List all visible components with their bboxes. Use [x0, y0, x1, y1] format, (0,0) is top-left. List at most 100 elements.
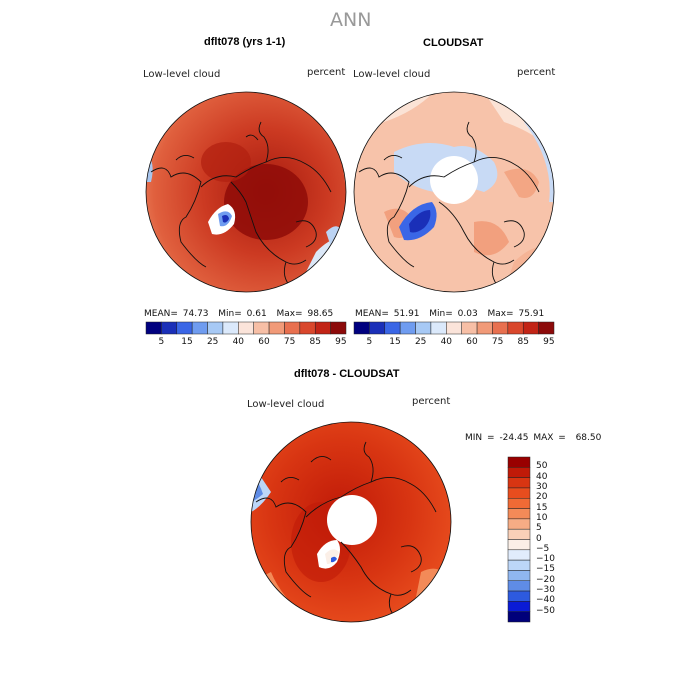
colorbar-swatch — [238, 321, 254, 335]
colorbar-tick-label: 85 — [517, 337, 529, 347]
colorbar-tick-label: −30 — [536, 585, 555, 596]
colorbar-swatch — [507, 611, 531, 623]
colorbar-tick-label: 30 — [536, 481, 548, 492]
colorbar-tick-label: 15 — [536, 502, 548, 513]
colorbar-tick-label: 85 — [309, 337, 321, 347]
panel3-minmax: MIN = -24.45 MAX = 68.50 — [465, 433, 601, 443]
colorbar-swatch — [145, 321, 162, 335]
colorbar-swatch — [522, 321, 539, 335]
colorbar-swatch — [492, 321, 509, 335]
panel1-max-value: 98.65 — [307, 309, 334, 319]
colorbar-swatch — [507, 528, 531, 540]
colorbar-swatch — [507, 518, 531, 530]
colorbar-swatch — [176, 321, 193, 335]
colorbar-swatch — [369, 321, 386, 335]
panel1-max-label: Max= — [276, 309, 303, 319]
panel2-max-label: Max= — [487, 309, 514, 319]
colorbar-swatch — [299, 321, 316, 335]
colorbar-tick-label: 15 — [389, 337, 401, 347]
colorbar-tick-label: 60 — [466, 337, 478, 347]
panel2-mean-label: MEAN= — [355, 309, 389, 319]
colorbar-swatch — [476, 321, 493, 335]
panel3-colorbar-ticks: 50 40 30 20 15 10 5 0 −5 −10 −15 −20 −30 −40 −50 — [536, 457, 576, 622]
colorbar-swatch — [507, 601, 531, 612]
colorbar-tick-label: 15 — [181, 337, 193, 347]
colorbar-swatch — [507, 539, 531, 551]
panel2-stats: MEAN= 51.91 Min= 0.03 Max= 75.91 — [355, 309, 544, 319]
colorbar-tick-label: 10 — [536, 512, 548, 523]
panel1-map — [145, 91, 347, 293]
panel3-min-value: -24.45 — [499, 433, 529, 443]
colorbar-swatch — [222, 321, 239, 335]
panel2-variable-label: Low-level cloud — [353, 69, 431, 80]
colorbar-swatch — [268, 321, 285, 335]
colorbar-swatch — [430, 321, 447, 335]
panel2-mean-value: 51.91 — [393, 309, 420, 319]
panel1-variable-label: Low-level cloud — [143, 69, 221, 80]
panel1-stats: MEAN= 74.73 Min= 0.61 Max= 98.65 — [144, 309, 333, 319]
colorbar-tick-label: 5 — [158, 337, 165, 347]
panel3-colorbar — [507, 456, 531, 623]
colorbar-tick-label: 40 — [536, 471, 548, 482]
colorbar-swatch — [284, 321, 301, 335]
panel2-map — [353, 91, 555, 293]
colorbar-swatch — [507, 508, 531, 520]
colorbar-swatch — [161, 321, 178, 335]
panel3-title: dflt078 - CLOUDSAT — [294, 368, 400, 380]
colorbar-tick-label: 20 — [536, 492, 548, 503]
panel1-colorbar — [145, 321, 347, 335]
colorbar-swatch — [330, 321, 347, 335]
colorbar-tick-label: −10 — [536, 554, 555, 565]
panel1-title: dflt078 (yrs 1-1) — [204, 36, 286, 48]
colorbar-swatch — [399, 321, 416, 335]
colorbar-swatch — [507, 498, 531, 509]
colorbar-tick-label: 25 — [414, 337, 427, 347]
panel2-units-label: percent — [517, 67, 556, 78]
colorbar-tick-label: 75 — [283, 337, 296, 347]
colorbar-swatch — [507, 477, 531, 489]
panel2-colorbar — [353, 321, 555, 335]
colorbar-tick-label: 60 — [258, 337, 270, 347]
colorbar-swatch — [507, 559, 531, 571]
panel3-max-value: 68.50 — [575, 433, 602, 443]
colorbar-tick-label: 5 — [536, 523, 542, 534]
colorbar-swatch — [507, 570, 531, 581]
colorbar-tick-label: 75 — [491, 337, 504, 347]
season-title: ANN — [330, 9, 372, 31]
panel2-title: CLOUDSAT — [423, 37, 484, 49]
colorbar-tick-label: 95 — [543, 337, 555, 347]
colorbar-tick-label: −15 — [536, 564, 555, 575]
panel2-max-value: 75.91 — [518, 309, 545, 319]
colorbar-swatch — [507, 580, 531, 592]
colorbar-swatch — [314, 321, 331, 335]
panel1-units-label: percent — [307, 67, 346, 78]
colorbar-swatch — [207, 321, 224, 335]
colorbar-swatch — [507, 456, 531, 468]
colorbar-swatch — [507, 467, 531, 478]
colorbar-swatch — [191, 321, 208, 335]
colorbar-swatch — [384, 321, 401, 335]
colorbar-swatch — [538, 321, 555, 335]
panel1-min-value: 0.61 — [246, 309, 267, 319]
colorbar-swatch — [507, 590, 531, 602]
colorbar-tick-label: −50 — [536, 605, 555, 616]
colorbar-swatch — [415, 321, 432, 335]
colorbar-tick-label: 25 — [206, 337, 219, 347]
panel3-units-label: percent — [412, 396, 451, 407]
panel3-max-label: MAX = — [533, 433, 566, 443]
colorbar-tick-label: 95 — [335, 337, 347, 347]
panel3-min-label: MIN = — [465, 433, 495, 443]
panel2-min-value: 0.03 — [457, 309, 478, 319]
panel1-colorbar-ticks: 5 15 25 40 60 75 85 95 — [146, 337, 347, 349]
colorbar-swatch — [253, 321, 270, 335]
colorbar-swatch — [507, 321, 524, 335]
panel2-colorbar-ticks: 5 15 25 40 60 75 85 95 — [354, 337, 555, 349]
colorbar-tick-label: 40 — [440, 337, 453, 347]
colorbar-tick-label: 50 — [536, 461, 548, 472]
colorbar-swatch — [507, 487, 531, 499]
panel2-min-label: Min= — [429, 309, 453, 319]
colorbar-swatch — [446, 321, 462, 335]
panel1-mean-value: 74.73 — [182, 309, 209, 319]
colorbar-tick-label: 5 — [366, 337, 373, 347]
panel3-variable-label: Low-level cloud — [247, 399, 325, 410]
